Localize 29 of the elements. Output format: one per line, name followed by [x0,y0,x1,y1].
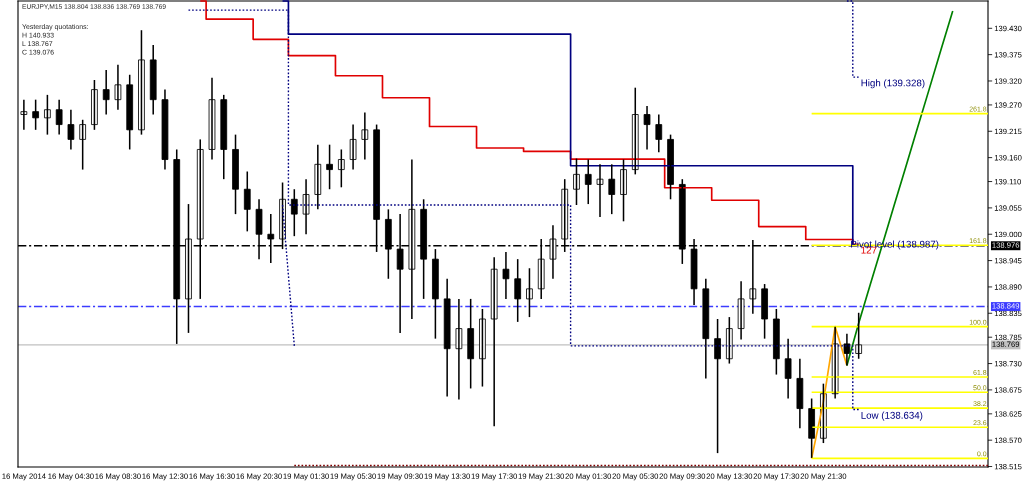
candlestick [126,73,134,151]
candlestick [91,79,98,131]
candlestick [761,283,768,340]
series-label: 127 [861,246,877,254]
candlestick [32,98,39,131]
candlestick [596,163,604,218]
candlestick [208,76,216,161]
candlestick [467,298,475,390]
candlestick [114,63,122,111]
series-label: Low (138.634) [861,411,923,421]
candlestick [573,157,580,206]
candlestick [855,312,863,360]
candlestick [643,105,651,151]
candlestick [44,94,51,136]
candlestick [479,308,486,388]
candlestick [243,170,251,233]
candlestick [161,88,169,171]
series-label: High (139.328) [861,79,925,89]
candlestick [232,133,239,215]
candlestick [432,248,439,340]
candlestick [326,143,333,190]
candlestick [138,29,145,136]
line-series [810,325,848,460]
candlestick [79,119,87,171]
candlestick [514,258,522,323]
candlestick [620,158,627,223]
line-series [846,10,954,367]
candlestick [337,148,345,189]
candlestick [526,267,533,318]
